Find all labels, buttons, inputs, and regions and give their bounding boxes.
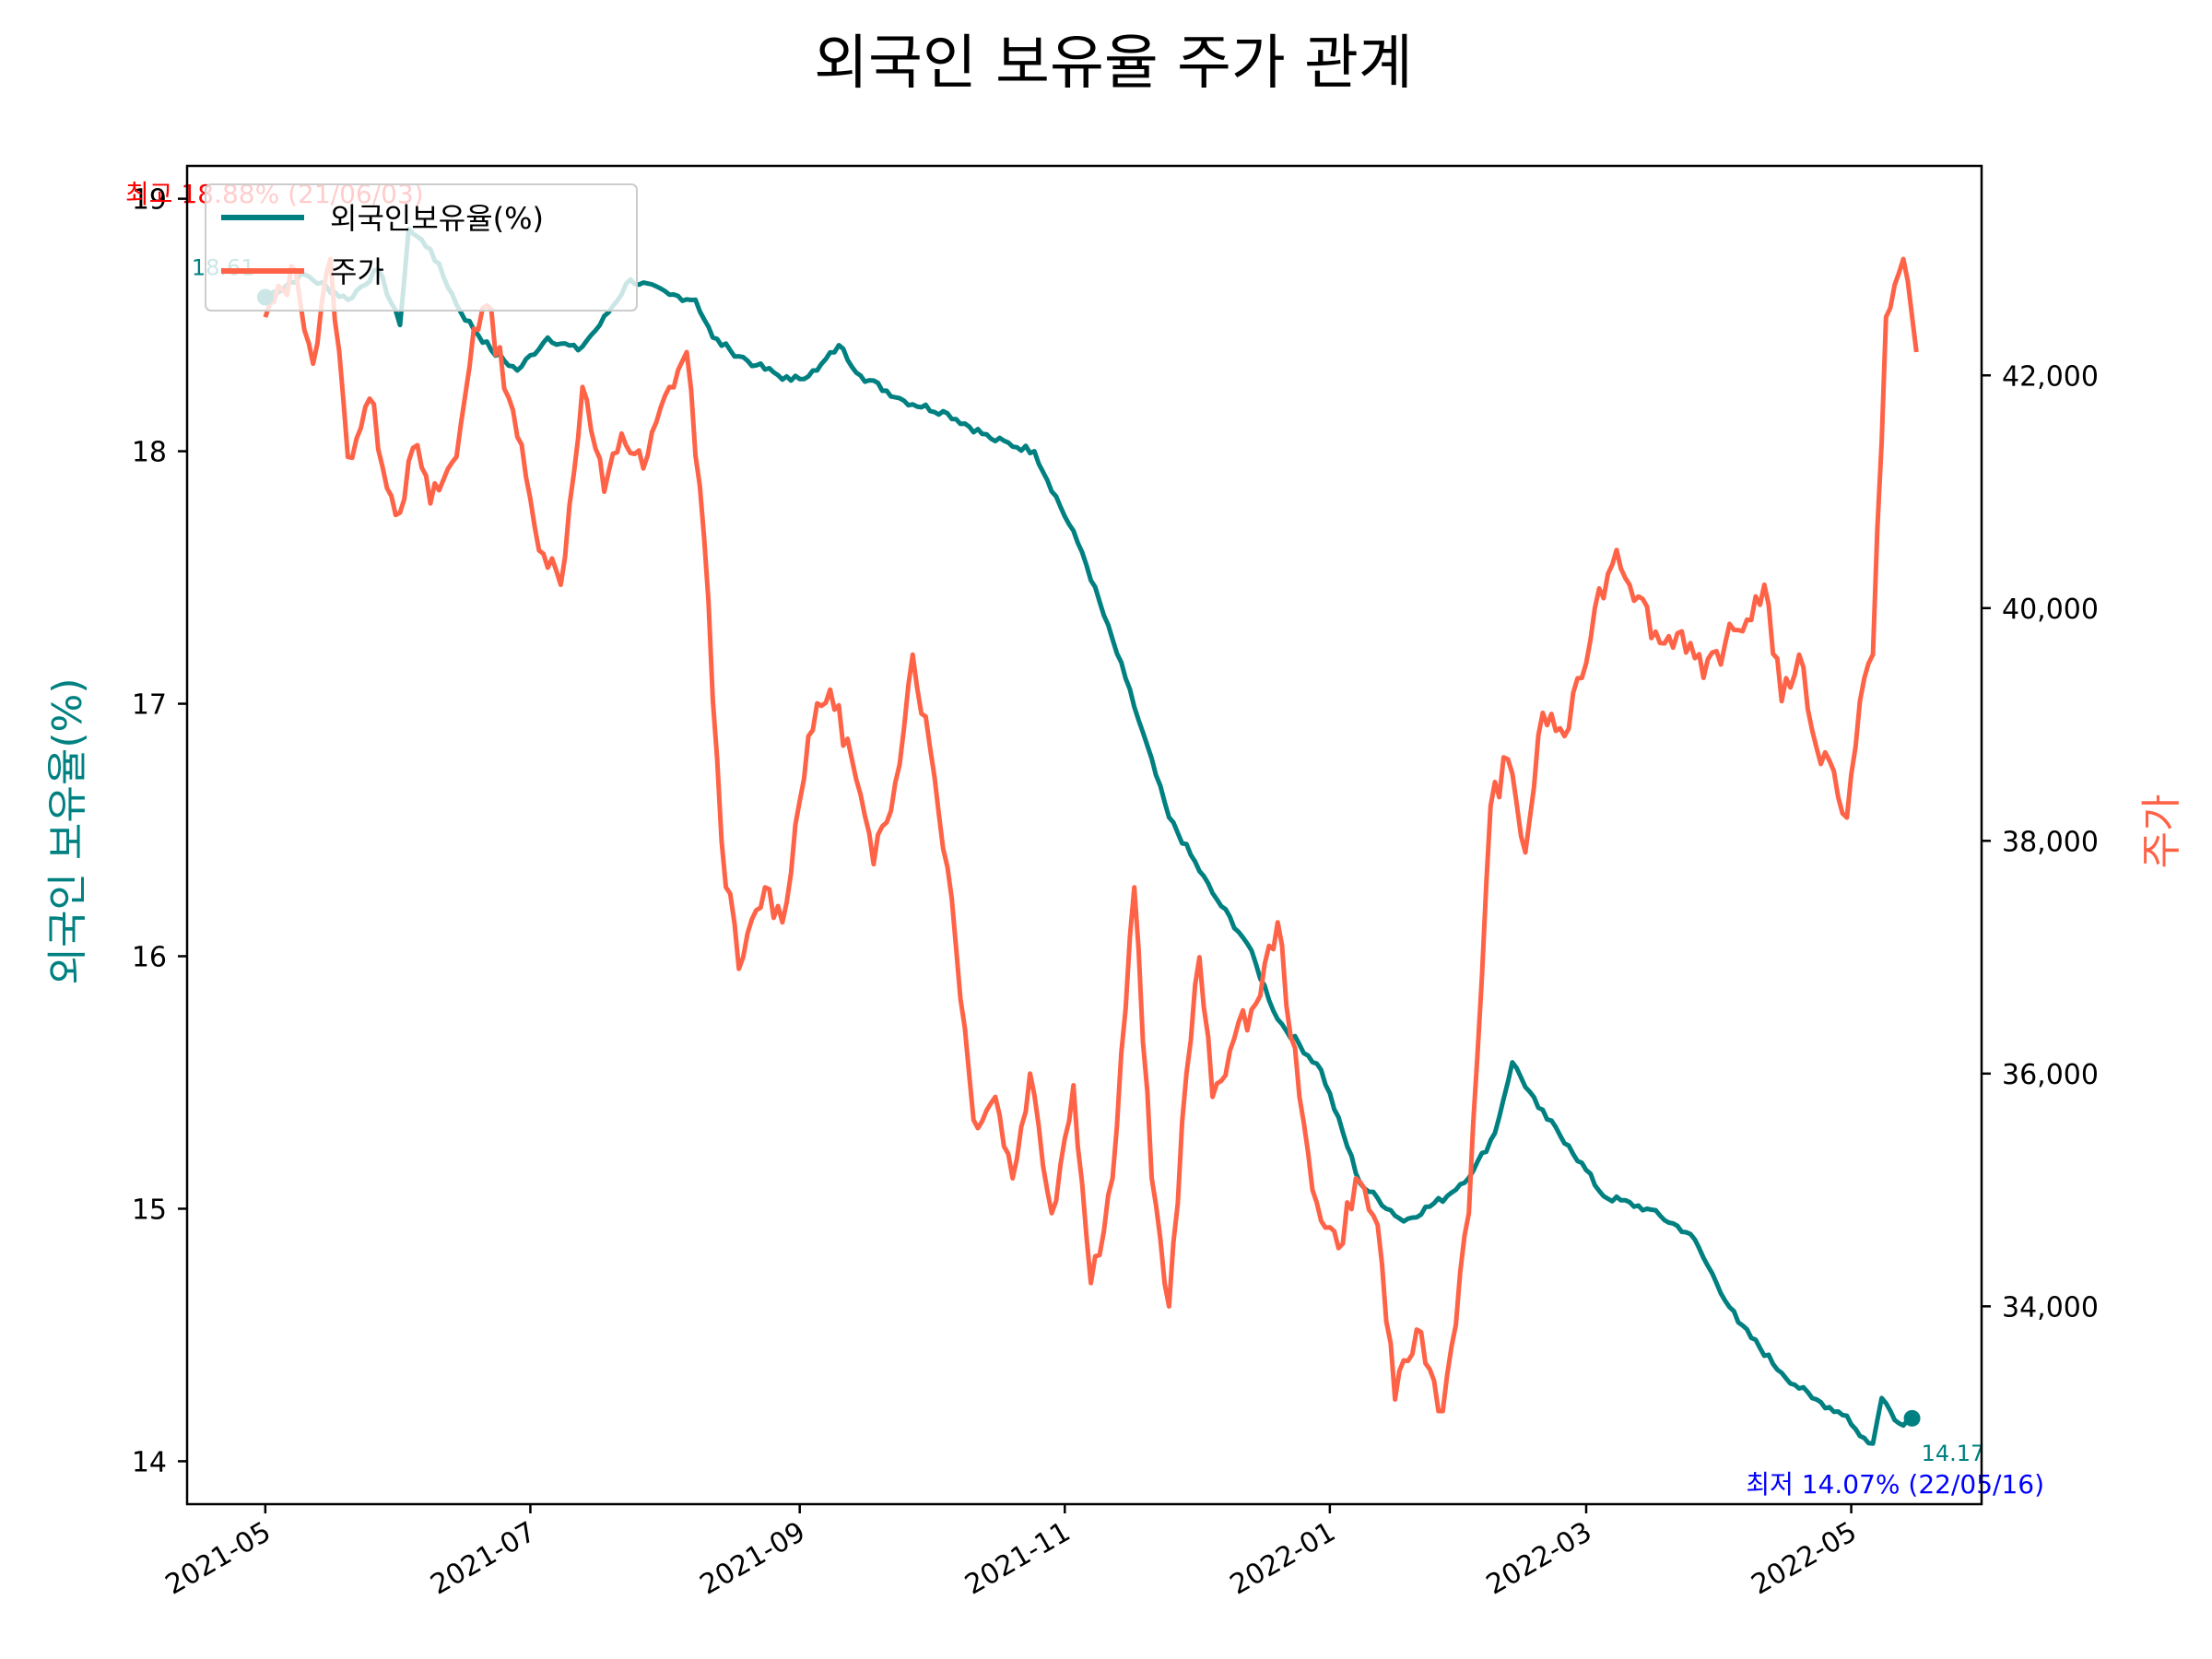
chart-title: 외국인 보유율 주가 관계 (814, 29, 1413, 98)
legend-ownership-label: 외국인보유율(%) (330, 201, 544, 236)
legend-price-label: 주가 (330, 254, 384, 289)
x-tick-label: 2021-11 (959, 1516, 1076, 1602)
ownership-end-value-label: 14.17 (1922, 1441, 1985, 1466)
plot-layer: 14 15 16 17 18 19 34,000 36,000 38,000 40,000 42,0… (125, 179, 2099, 1602)
series-ownership-line (264, 227, 1913, 1446)
y-right-tick-label: 42,000 (2002, 360, 2099, 393)
plot-frame (185, 164, 1983, 1506)
legend-box (205, 183, 638, 312)
x-tick-label: 2022-05 (1747, 1516, 1863, 1602)
x-tick-label: 2021-05 (160, 1516, 276, 1602)
legend: 외국인보유율(%) 주가 (205, 183, 638, 312)
ownership-end-marker (1903, 1409, 1921, 1427)
y-right-axis-label: 주가 (2138, 794, 2185, 869)
y-left-tick-label: 14 (132, 1446, 167, 1478)
y-right-tick-label: 38,000 (2002, 826, 2099, 858)
x-tick-label: 2021-07 (425, 1516, 541, 1602)
y-right-tick-label: 34,000 (2002, 1291, 2099, 1324)
y-left-axis-label: 외국인 보유율(%) (44, 677, 91, 984)
y-left-tick-label: 15 (132, 1194, 167, 1226)
x-tick-label: 2022-03 (1481, 1516, 1597, 1602)
series-price-line (263, 256, 1919, 1414)
min-annotation: 최저 14.07% (22/05/16) (1746, 1469, 2044, 1500)
x-tick-label: 2022-01 (1225, 1516, 1341, 1602)
y-left-tick-label: 16 (132, 942, 167, 974)
y-right-tick-label: 40,000 (2002, 594, 2099, 626)
y-left-tick-label: 18 (132, 437, 167, 469)
y-left-tick-label: 19 (132, 184, 167, 217)
y-right-tick-label: 36,000 (2002, 1059, 2099, 1091)
y-left-tick-label: 17 (132, 689, 167, 722)
x-tick-label: 2021-09 (695, 1516, 811, 1602)
